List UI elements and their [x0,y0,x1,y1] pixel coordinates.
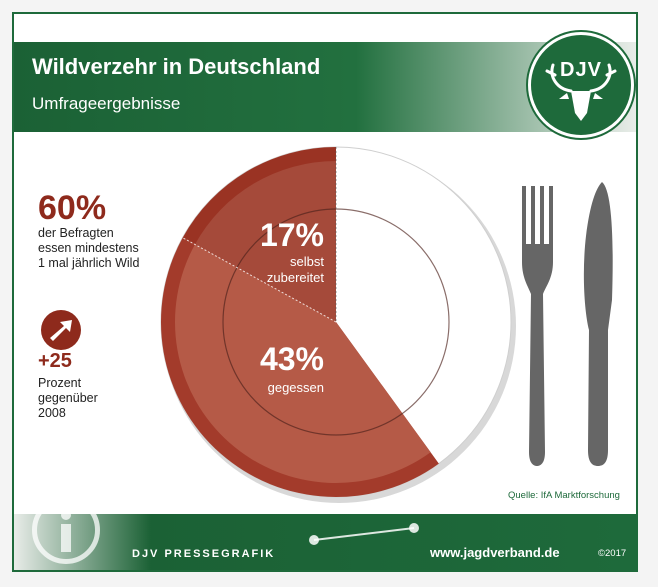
data-label-gegessen-value: 43% [260,341,324,377]
deer-antler-icon [545,63,617,121]
main-stat-line-1: der Befragten [38,226,114,240]
knife-icon [583,182,613,466]
main-stat: 60% der Befragten essen mindestens 1 mal… [38,190,139,271]
source-note: Quelle: IfA Marktforschung [508,490,620,501]
slice-gegessen [175,244,431,483]
footer-copyright: ©2017 [598,548,627,559]
slice-divider [182,237,337,323]
arrow-up-right-icon [41,310,81,350]
data-label-selbst-zubereitet-value: 17% [260,217,324,253]
footer-website-link[interactable]: www.jagdverband.de [430,545,560,560]
footer-press-label: DJV PRESSEGRAFIK [132,548,276,560]
info-icon [32,496,100,564]
page-title: Wildverzehr in Deutschland [32,54,321,79]
change-value: +25 [38,350,72,372]
main-stat-value: 60% [38,189,107,227]
change-text: Prozent gegenüber 2008 [38,376,98,421]
change-line-3: 2008 [38,406,66,420]
footer-band [14,514,636,570]
data-label-selbst-zubereitet-line-2: zubereitet [267,270,324,285]
infographic-frame: Wildverzehr in Deutschland Umfrageergebn… [12,12,638,572]
change-line-1: Prozent [38,376,82,390]
data-label-gegessen-line-1: gegessen [268,380,324,395]
main-stat-line-3: 1 mal jährlich Wild [38,256,140,270]
change-line-2: gegenüber [38,391,98,405]
footer-divider [309,523,419,545]
main-stat-line-2: essen mindestens [38,241,139,255]
data-label-selbst-zubereitet-line-1: selbst [290,254,324,269]
logo-text: DJV [560,59,602,81]
page-subtitle: Umfrageergebnisse [32,94,181,113]
slice-selbst-zubereitet [194,161,336,322]
fork-icon [522,186,553,466]
djv-logo: DJV [528,32,634,138]
